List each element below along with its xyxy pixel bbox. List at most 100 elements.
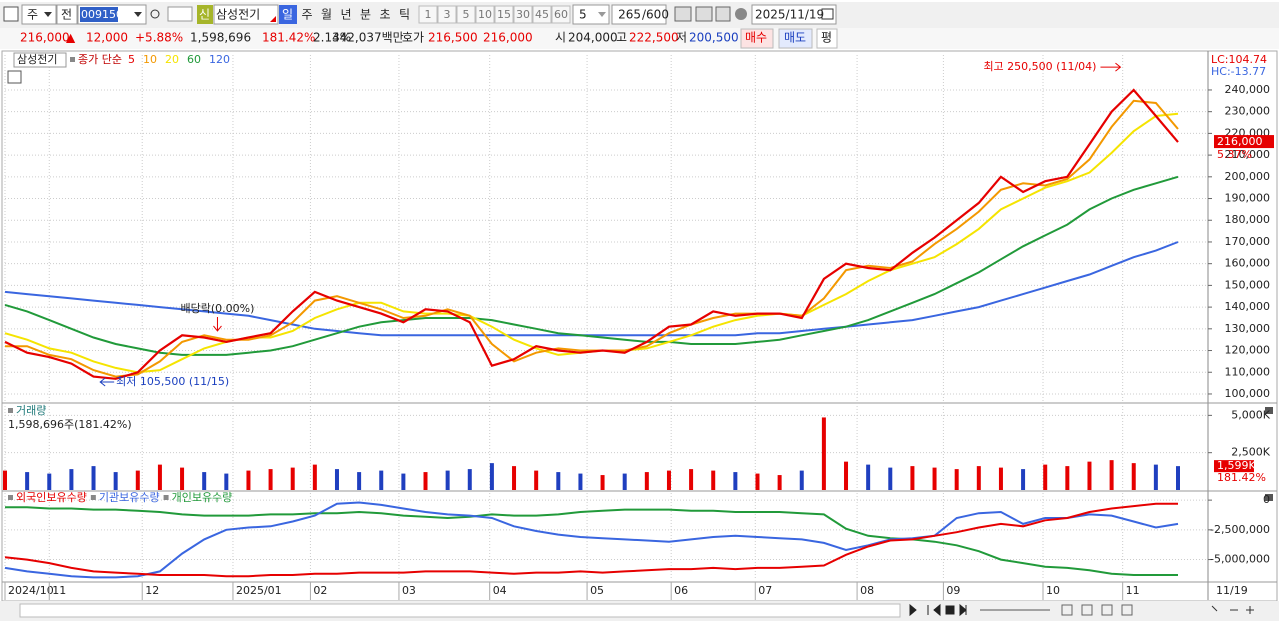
- dropdown-arrow: [598, 12, 606, 17]
- interval-box[interactable]: [532, 5, 552, 24]
- interval-box[interactable]: [475, 5, 495, 24]
- x-tick-label: 11: [52, 584, 66, 597]
- interval-button[interactable]: 3: [444, 8, 451, 21]
- zoom-icons[interactable]: [1211, 605, 1254, 614]
- volume-bar: [379, 470, 384, 490]
- ask: 216,500: [428, 31, 478, 45]
- legend-entry: 외국인보유수량: [16, 491, 87, 504]
- calendar-icon[interactable]: [821, 8, 834, 20]
- search-icon[interactable]: [150, 9, 160, 19]
- count-select[interactable]: [572, 4, 610, 25]
- interval-box[interactable]: [513, 5, 533, 24]
- save-icon[interactable]: [715, 6, 731, 22]
- volume-bar: [357, 472, 362, 490]
- interval-button[interactable]: 1: [425, 8, 432, 21]
- volume-bar: [25, 472, 30, 490]
- volume-bar: [534, 470, 539, 490]
- candle-icon[interactable]: [674, 6, 692, 22]
- low-label: 저: [676, 31, 687, 45]
- eval-button[interactable]: [816, 28, 838, 49]
- y-tick-label: 230,000: [1225, 105, 1271, 118]
- y-tick-label: 160,000: [1225, 257, 1271, 270]
- scroll-track[interactable]: [19, 603, 901, 618]
- high: 222,500: [629, 31, 679, 45]
- interval-button[interactable]: 10: [478, 8, 492, 21]
- volume: 1,598,696: [190, 31, 251, 45]
- y-tick-label: 140,000: [1225, 300, 1271, 313]
- change: 12,000: [86, 31, 128, 45]
- interval-box[interactable]: [551, 5, 571, 24]
- price: 216,000: [20, 31, 70, 45]
- x-tick-label: 05: [590, 584, 604, 597]
- last-price-box: [1214, 135, 1274, 149]
- x-tick-label: 12: [145, 584, 159, 597]
- buy: 매수: [745, 31, 767, 45]
- interval-button[interactable]: 45: [535, 8, 549, 21]
- panel-close[interactable]: [1265, 494, 1273, 501]
- x-tick-label: 04: [493, 584, 507, 597]
- interval-button[interactable]: 5: [463, 8, 470, 21]
- info-bar: 216,000 ▲ 12,000 +5.88% 1,598,696 181.42…: [0, 28, 1279, 49]
- y-tick-label: 210,000: [1225, 148, 1271, 161]
- volume-bar: [135, 470, 140, 490]
- tool-icons[interactable]: [1061, 604, 1133, 616]
- chart-title: 삼성전기: [17, 53, 57, 66]
- interval-box[interactable]: [418, 5, 438, 24]
- buy-button[interactable]: [740, 28, 774, 49]
- name-field[interactable]: [213, 4, 279, 25]
- legend-entry: 10: [143, 53, 157, 66]
- volume-bar: [644, 472, 649, 490]
- period-button[interactable]: 주: [302, 8, 313, 22]
- volume-bar: [866, 464, 871, 490]
- y-tick-label: -5,000,000: [1210, 553, 1270, 566]
- panel-subtitle: 1,598,696주(181.42%): [8, 418, 132, 431]
- date-field[interactable]: [751, 4, 837, 25]
- volume-bar: [733, 472, 738, 490]
- interval-box[interactable]: [437, 5, 457, 24]
- period-button[interactable]: 월: [321, 8, 332, 22]
- volume-bar: [512, 466, 517, 490]
- market-select[interactable]: [21, 4, 57, 25]
- open: 204,000: [568, 31, 618, 45]
- sell-button[interactable]: [778, 28, 813, 49]
- panel-icon[interactable]: [7, 70, 22, 84]
- volume-bar: [998, 467, 1003, 490]
- interval-box[interactable]: [494, 5, 514, 24]
- series-line: [4, 88, 1179, 380]
- legend-entry: 개인보유수량: [172, 491, 233, 504]
- panel-close[interactable]: [1265, 407, 1273, 414]
- open-label: 시: [555, 31, 566, 45]
- y-tick-label: 100,000: [1225, 387, 1271, 400]
- interval-button[interactable]: 30: [516, 8, 530, 21]
- interval-button[interactable]: 15: [497, 8, 511, 21]
- period-button[interactable]: 틱: [399, 8, 410, 22]
- x-tick-label: 02: [313, 584, 327, 597]
- change-sign: ▲: [66, 31, 76, 45]
- line-icon[interactable]: [695, 6, 713, 22]
- annotation-arrow: [99, 377, 115, 387]
- scope-button[interactable]: [56, 4, 78, 25]
- legend-entry: 5: [128, 53, 135, 66]
- playback-controls[interactable]: [909, 603, 967, 617]
- range-field[interactable]: [611, 4, 667, 25]
- annotation-label: 최저 105,500 (11/15): [116, 375, 229, 388]
- code-highlight: [80, 7, 118, 22]
- total-count: /600: [642, 8, 669, 22]
- period-button[interactable]: 초: [380, 8, 391, 22]
- interval-box[interactable]: [456, 5, 476, 24]
- volume-bar: [1065, 466, 1070, 490]
- x-tick-label: 07: [758, 584, 772, 597]
- volume-bar: [290, 467, 295, 490]
- annotation-label: 최고 250,500 (11/04): [983, 60, 1096, 73]
- sound-icon[interactable]: [167, 6, 193, 22]
- series-line: [5, 506, 1178, 576]
- period-button[interactable]: 일: [282, 8, 293, 22]
- y-tick-label: 0: [1263, 493, 1270, 506]
- period-button[interactable]: 분: [360, 8, 371, 22]
- menu-icon[interactable]: [3, 6, 19, 22]
- period-button[interactable]: 년: [341, 8, 352, 22]
- settings-icon[interactable]: [735, 8, 747, 20]
- indicator-label: LC:104.74: [1211, 53, 1267, 66]
- interval-button[interactable]: 60: [554, 8, 568, 21]
